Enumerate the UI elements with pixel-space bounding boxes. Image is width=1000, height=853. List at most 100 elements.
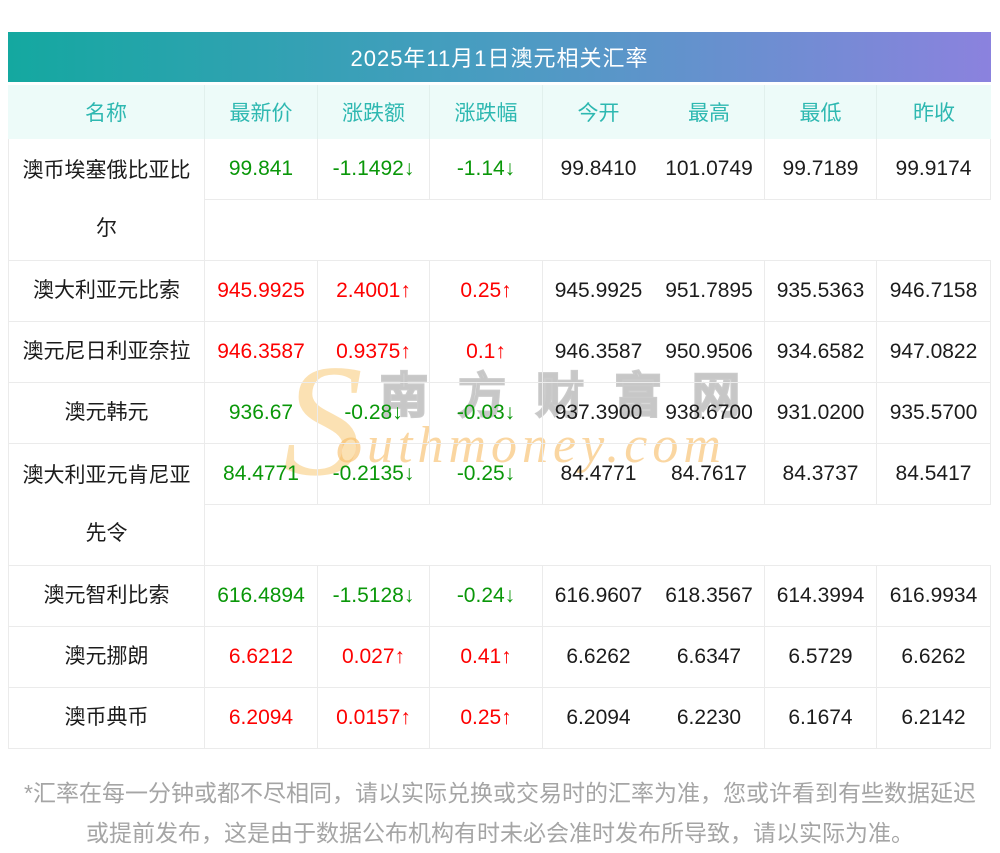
latest-price-cell: 84.4771 (205, 444, 318, 505)
table-row: 澳大利亚元比索 945.9925 2.4001↑ 0.25↑ 945.9925 951.7… (8, 261, 991, 322)
empty-cell (543, 200, 654, 261)
change-amount-cell: -1.1492↓ (318, 139, 430, 200)
empty-cell (654, 200, 765, 261)
change-percent-cell: -0.03↓ (430, 383, 543, 444)
high-price-cell: 950.9506 (654, 322, 765, 383)
change-percent-cell: 0.1↑ (430, 322, 543, 383)
column-header-open: 今开 (577, 102, 620, 125)
currency-pair-name: 澳元韩元 (8, 383, 205, 444)
column-header-prev-close: 昨收 (913, 102, 955, 125)
latest-price-cell: 616.4894 (205, 566, 318, 627)
empty-cell (430, 200, 543, 261)
change-percent-cell: -1.14↓ (430, 139, 543, 200)
open-price-cell: 6.6262 (543, 627, 654, 688)
empty-cell (877, 200, 991, 261)
latest-price-cell: 6.2094 (205, 688, 318, 749)
prev-close-cell: 935.5700 (877, 383, 991, 444)
high-price-cell: 6.6347 (654, 627, 765, 688)
high-price-cell: 938.6700 (654, 383, 765, 444)
change-percent-cell: 0.25↑ (430, 261, 543, 322)
low-price-cell: 614.3994 (765, 566, 877, 627)
latest-price-cell: 6.6212 (205, 627, 318, 688)
currency-pair-name: 澳大利亚元肯尼亚先令 (8, 444, 205, 566)
open-price-cell: 945.9925 (543, 261, 654, 322)
low-price-cell: 6.1674 (765, 688, 877, 749)
empty-cell (877, 505, 991, 566)
currency-pair-name: 澳币典币 (8, 688, 205, 749)
change-percent-cell: -0.25↓ (430, 444, 543, 505)
open-price-cell: 946.3587 (543, 322, 654, 383)
column-header-name: 名称 (8, 85, 205, 139)
open-price-cell: 937.3900 (543, 383, 654, 444)
page-title: 2025年11月1日澳元相关汇率 (8, 32, 991, 82)
column-header-change-pct: 涨跌幅 (430, 85, 543, 139)
prev-close-cell: 947.0822 (877, 322, 991, 383)
table-row: 澳币典币 6.2094 0.0157↑ 0.25↑ 6.2094 6.2230 6.1674… (8, 688, 991, 749)
currency-pair-name: 澳币埃塞俄比亚比尔 (8, 139, 205, 261)
low-price-cell: 99.7189 (765, 139, 877, 200)
currency-pair-name: 澳元智利比索 (8, 566, 205, 627)
prev-close-cell: 946.7158 (877, 261, 991, 322)
currency-pair-name: 澳元挪朗 (8, 627, 205, 688)
table-row: 澳元挪朗 6.6212 0.027↑ 0.41↑ 6.6262 6.6347 6.5729 6… (8, 627, 991, 688)
latest-price-cell: 936.67 (205, 383, 318, 444)
high-price-cell: 84.7617 (654, 444, 765, 505)
prev-close-cell: 99.9174 (877, 139, 991, 200)
low-price-cell: 935.5363 (765, 261, 877, 322)
high-price-cell: 618.3567 (654, 566, 765, 627)
table-row: 澳元韩元 936.67 -0.28↓ -0.03↓ 937.3900 938.6700 93… (8, 383, 991, 444)
empty-cell (654, 505, 765, 566)
column-header-low: 最低 (765, 85, 877, 139)
change-amount-cell: 0.0157↑ (318, 688, 430, 749)
open-price-cell: 84.4771 (543, 444, 654, 505)
empty-cell (765, 200, 877, 261)
prev-close-cell: 84.5417 (877, 444, 991, 505)
table-row: 澳币埃塞俄比亚比尔 99.841 -1.1492↓ -1.14↓ 99.8410 101.… (8, 139, 991, 261)
change-amount-cell: 2.4001↑ (318, 261, 430, 322)
table-row: 澳元尼日利亚奈拉 946.3587 0.9375↑ 0.1↑ 946.3587 950.9… (8, 322, 991, 383)
high-price-cell: 6.2230 (654, 688, 765, 749)
prev-close-cell: 6.2142 (877, 688, 991, 749)
disclaimer-text: *汇率在每一分钟或都不尽相同，请以实际兑换或交易时的汇率为准，您或许看到有些数据… (24, 780, 976, 846)
empty-cell (543, 505, 654, 566)
open-price-cell: 616.9607 (543, 566, 654, 627)
change-amount-cell: -1.5128↓ (318, 566, 430, 627)
empty-cell (430, 505, 543, 566)
rates-table-body: 澳币埃塞俄比亚比尔 99.841 -1.1492↓ -1.14↓ 99.8410 101.… (8, 139, 991, 749)
change-amount-cell: -0.2135↓ (318, 444, 430, 505)
change-amount-cell: 0.027↑ (318, 627, 430, 688)
low-price-cell: 931.0200 (765, 383, 877, 444)
low-price-cell: 84.3737 (765, 444, 877, 505)
empty-cell (318, 200, 430, 261)
change-percent-cell: -0.24↓ (430, 566, 543, 627)
rates-table: 名称 最新价 涨跌额 涨跌幅 今开 最高 最低 昨收 澳币埃塞俄比亚比尔 99.8… (8, 85, 991, 749)
empty-cell (765, 505, 877, 566)
empty-cell (205, 505, 318, 566)
table-header-row: 名称 最新价 涨跌额 涨跌幅 今开 最高 最低 昨收 (8, 85, 991, 139)
change-amount-cell: -0.28↓ (318, 383, 430, 444)
prev-close-cell: 616.9934 (877, 566, 991, 627)
change-percent-cell: 0.25↑ (430, 688, 543, 749)
empty-cell (318, 505, 430, 566)
low-price-cell: 6.5729 (765, 627, 877, 688)
currency-pair-name: 澳大利亚元比索 (8, 261, 205, 322)
empty-cell (205, 200, 318, 261)
column-header-high: 最高 (654, 85, 765, 139)
change-amount-cell: 0.9375↑ (318, 322, 430, 383)
latest-price-cell: 946.3587 (205, 322, 318, 383)
high-price-cell: 951.7895 (654, 261, 765, 322)
latest-price-cell: 945.9925 (205, 261, 318, 322)
column-header-change: 涨跌额 (318, 85, 430, 139)
currency-pair-name: 澳元尼日利亚奈拉 (8, 322, 205, 383)
column-header-latest: 最新价 (205, 85, 318, 139)
low-price-cell: 934.6582 (765, 322, 877, 383)
change-percent-cell: 0.41↑ (430, 627, 543, 688)
latest-price-cell: 99.841 (205, 139, 318, 200)
table-row: 澳元智利比索 616.4894 -1.5128↓ -0.24↓ 616.9607 618.… (8, 566, 991, 627)
open-price-cell: 6.2094 (543, 688, 654, 749)
prev-close-cell: 6.6262 (877, 627, 991, 688)
open-price-cell: 99.8410 (543, 139, 654, 200)
table-row: 澳大利亚元肯尼亚先令 84.4771 -0.2135↓ -0.25↓ 84.4771 84… (8, 444, 991, 566)
high-price-cell: 101.0749 (654, 139, 765, 200)
